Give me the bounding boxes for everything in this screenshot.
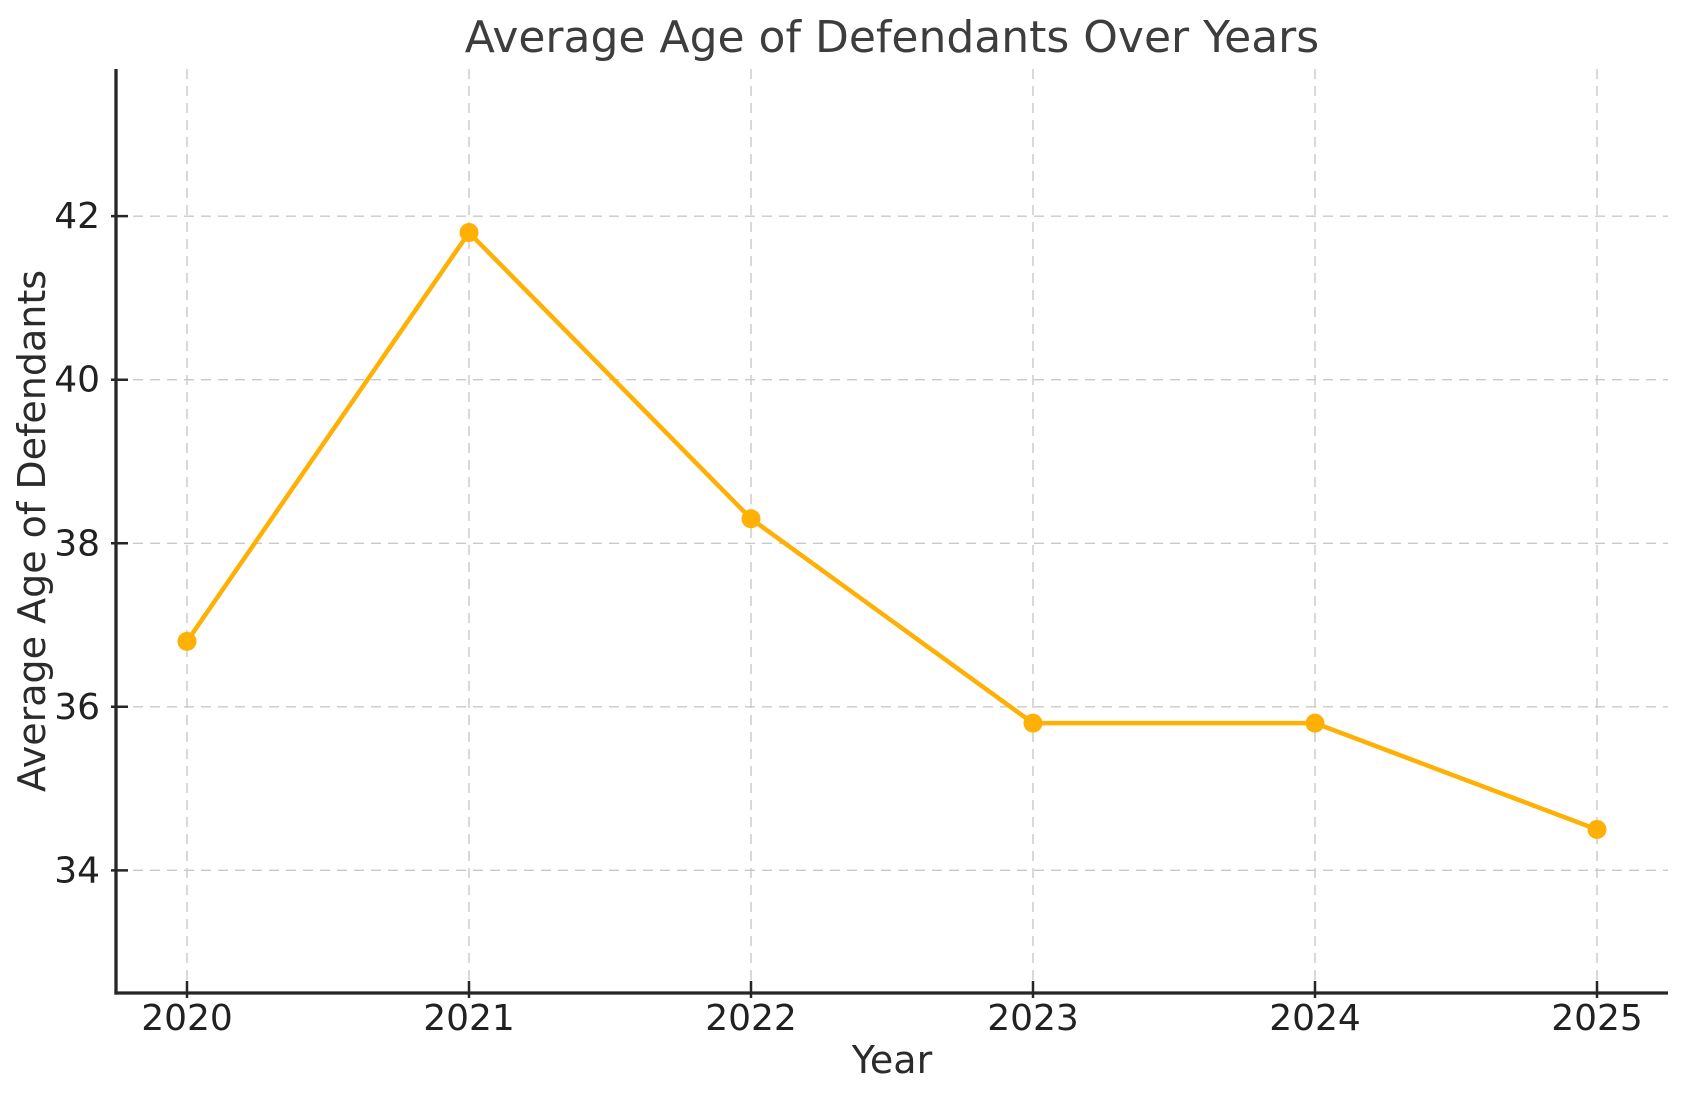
data-point: [459, 223, 479, 243]
y-axis-label: Average Age of Defendants: [10, 270, 54, 792]
x-tick-label: 2021: [423, 998, 515, 1039]
data-series: [177, 223, 1607, 839]
y-tick-label: 42: [54, 196, 100, 237]
axis-tick-labels: 34 36 38 40 42 2020 2021 2022 2023 2024 2025: [54, 196, 1643, 1039]
y-tick-label: 38: [54, 523, 100, 564]
series-line: [184, 230, 1600, 832]
chart-title: Average Age of Defendants Over Years: [465, 12, 1319, 63]
gridlines: [116, 69, 1668, 993]
data-point: [1305, 713, 1325, 733]
x-tick-label: 2024: [1269, 998, 1361, 1039]
axis-ticks: [111, 214, 1599, 998]
axis-spines: [114, 69, 1668, 995]
data-point: [177, 631, 197, 651]
y-tick-label: 36: [54, 687, 100, 728]
x-tick-label: 2023: [987, 998, 1079, 1039]
data-point: [1587, 819, 1607, 839]
x-tick-label: 2022: [705, 998, 797, 1039]
y-tick-label: 34: [54, 850, 100, 891]
data-point: [741, 509, 761, 529]
x-tick-label: 2025: [1551, 998, 1643, 1039]
data-point: [1023, 713, 1043, 733]
y-tick-label: 40: [54, 360, 100, 401]
x-tick-label: 2020: [141, 998, 233, 1039]
x-axis-label: Year: [851, 1038, 933, 1082]
